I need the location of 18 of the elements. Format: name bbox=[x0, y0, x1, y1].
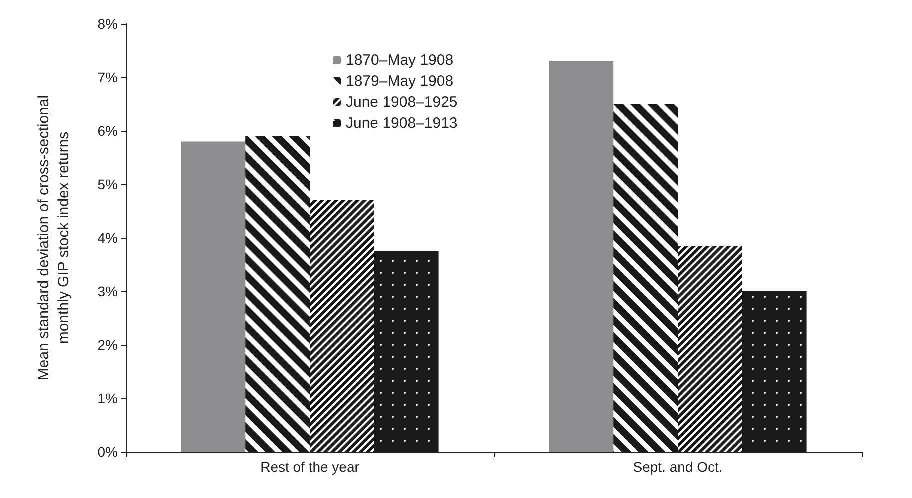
y-tick-label: 5% bbox=[98, 176, 118, 192]
y-tick-label: 1% bbox=[98, 390, 118, 406]
bar bbox=[549, 61, 614, 452]
x-tick-label: Rest of the year bbox=[260, 459, 360, 475]
legend-label: 1879–May 1908 bbox=[346, 73, 454, 90]
y-tick-label: 0% bbox=[98, 444, 118, 460]
y-tick-label: 6% bbox=[98, 123, 118, 139]
y-tick-label: 2% bbox=[98, 337, 118, 353]
bar bbox=[181, 142, 246, 452]
y-tick-label: 4% bbox=[98, 230, 118, 246]
y-tick-label: 3% bbox=[98, 284, 118, 300]
y-axis-title: Mean standard deviation of cross-sectional monthly GIP stock index returns bbox=[36, 95, 72, 381]
legend-label: 1870–May 1908 bbox=[346, 52, 454, 69]
legend-label: June 1908–1913 bbox=[346, 115, 458, 132]
legend-label: June 1908–1925 bbox=[346, 94, 458, 111]
x-tick-label: Sept. and Oct. bbox=[633, 459, 723, 475]
y-tick-label: 7% bbox=[98, 70, 118, 86]
y-tick-label: 8% bbox=[98, 16, 118, 32]
